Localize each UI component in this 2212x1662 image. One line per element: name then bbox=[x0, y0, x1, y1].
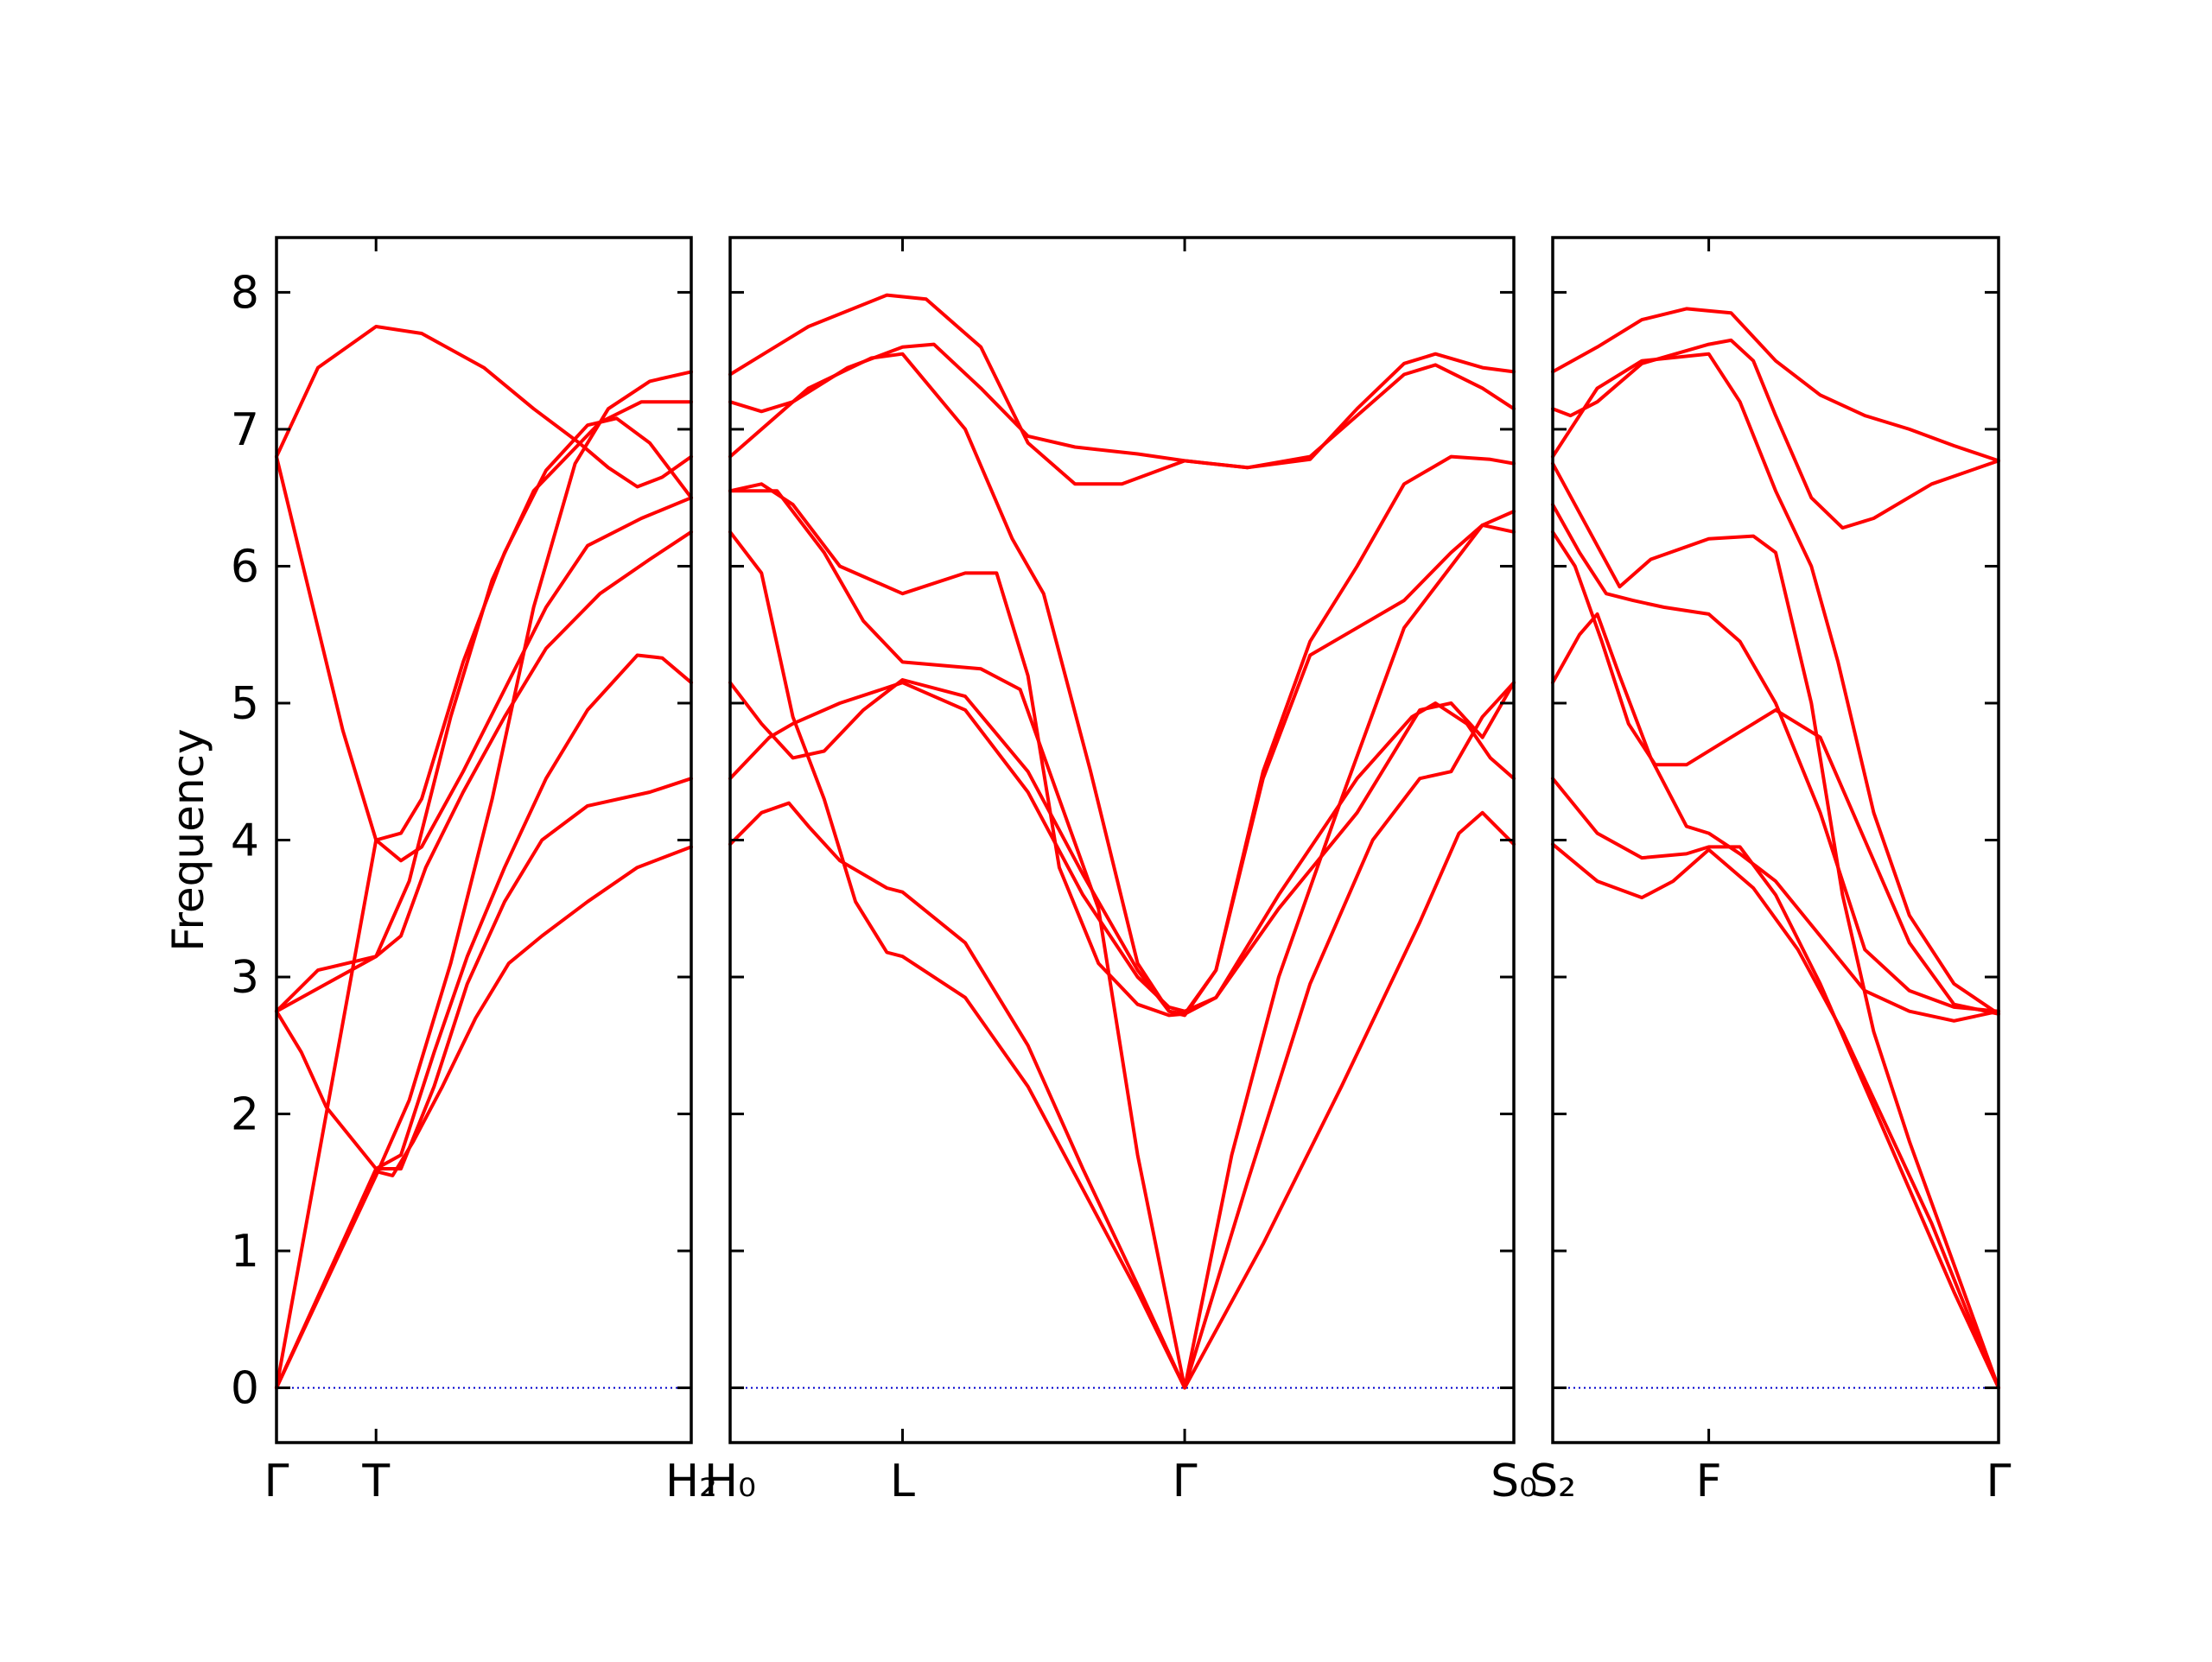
band-line-9 bbox=[275, 370, 693, 1390]
band-line-5 bbox=[728, 489, 1516, 1390]
y-tick-label: 3 bbox=[231, 952, 259, 1004]
band-line-2 bbox=[275, 845, 693, 1390]
y-tick-label: 4 bbox=[231, 815, 259, 867]
x-tick-label: S₂ bbox=[1529, 1456, 1576, 1507]
x-tick-label: F bbox=[1696, 1456, 1722, 1507]
band-line-5 bbox=[1551, 503, 2000, 1013]
band-line-5 bbox=[275, 530, 693, 1013]
band-line-1 bbox=[1551, 842, 2000, 1390]
x-tick-label: Γ bbox=[1173, 1456, 1198, 1507]
band-line-3 bbox=[275, 777, 693, 1390]
panel-1: 0 1 2 3 4 5 6 7 8 Γ T H₂ bbox=[231, 236, 717, 1507]
y-tick-label: 7 bbox=[231, 404, 259, 456]
y-axis-label: Frequency bbox=[163, 728, 213, 951]
x-tick-label: Γ bbox=[264, 1456, 289, 1507]
band-line-9 bbox=[728, 342, 1516, 470]
panel-2: H₀ L Γ S₀ bbox=[704, 236, 1537, 1507]
x-tick-label: H₂ bbox=[665, 1456, 717, 1507]
band-line-7 bbox=[1551, 352, 2000, 1016]
band-line-4 bbox=[728, 530, 1516, 1390]
panel-3: S₂ F Γ bbox=[1529, 236, 2012, 1507]
band-line-2 bbox=[1551, 777, 2000, 1390]
band-line-8 bbox=[728, 293, 1516, 486]
band-line-8 bbox=[1551, 338, 2000, 530]
y-tick-label: 2 bbox=[231, 1089, 259, 1141]
band-line-7 bbox=[275, 325, 693, 489]
x-tick-label: L bbox=[890, 1456, 915, 1507]
band-line-4 bbox=[275, 653, 693, 1170]
x-tick-label: H₀ bbox=[704, 1456, 756, 1507]
x-tick-label: T bbox=[361, 1456, 390, 1507]
y-tick-label: 6 bbox=[231, 541, 259, 593]
band-line-6 bbox=[728, 482, 1516, 1018]
band-line-2 bbox=[728, 681, 1516, 1013]
band-line-8 bbox=[275, 400, 693, 1013]
band-line-3 bbox=[1551, 612, 2000, 1023]
y-tick-label: 5 bbox=[231, 678, 259, 730]
band-line-1 bbox=[275, 416, 693, 1390]
x-tick-label: Γ bbox=[1986, 1456, 2012, 1507]
band-line-6 bbox=[275, 454, 693, 863]
x-tick-label: S₀ bbox=[1491, 1456, 1537, 1507]
panel-frame bbox=[275, 236, 693, 1444]
y-tick-label: 0 bbox=[231, 1363, 259, 1415]
band-line-6 bbox=[1551, 461, 2000, 1390]
band-line-7 bbox=[728, 352, 1516, 1018]
y-tick-label: 8 bbox=[231, 267, 259, 319]
band-line-1 bbox=[728, 801, 1516, 1390]
band-line-3 bbox=[728, 678, 1516, 1016]
band-line-9 bbox=[1551, 307, 2000, 463]
band-line-4 bbox=[1551, 530, 2000, 1016]
y-tick-label: 1 bbox=[231, 1226, 259, 1278]
